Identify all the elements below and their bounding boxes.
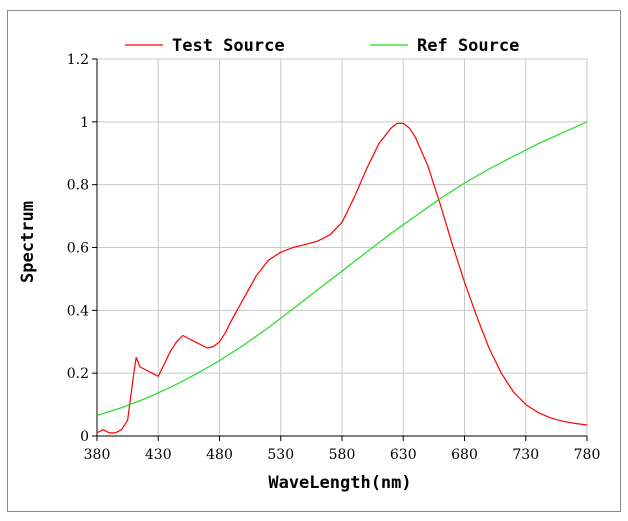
series-line-0 <box>96 122 588 434</box>
x-tick-label: 430 <box>145 447 172 463</box>
x-tick-label: 580 <box>329 447 356 463</box>
x-tick-label: 380 <box>84 447 111 463</box>
y-axis-label: Spectrum <box>18 201 38 283</box>
chart-frame <box>7 10 621 512</box>
x-tick-label: 530 <box>267 447 294 463</box>
grid <box>97 58 588 436</box>
axes <box>92 58 588 441</box>
y-tick-label: 0.2 <box>67 366 89 382</box>
x-tick-label: 780 <box>574 447 601 463</box>
legend-label-0: Test Source <box>172 36 285 56</box>
x-axis-label: WaveLength(nm) <box>268 473 411 493</box>
x-tick-labels: 380 430 480 530 580 630 680 730 780 <box>84 447 601 463</box>
plot-lines <box>96 121 588 434</box>
series-line-1 <box>96 121 588 417</box>
x-tick-label: 730 <box>512 447 539 463</box>
y-tick-labels: 0 0.2 0.4 0.6 0.8 1 1.2 <box>67 52 89 445</box>
y-tick-label: 1.2 <box>67 52 89 68</box>
y-tick-label: 0.8 <box>67 178 89 194</box>
x-tick-label: 630 <box>390 447 417 463</box>
y-tick-label: 1 <box>80 115 89 131</box>
y-tick-label: 0 <box>80 429 89 445</box>
y-tick-label: 0.6 <box>67 241 89 257</box>
x-tick-label: 480 <box>206 447 233 463</box>
legend-label-1: Ref Source <box>417 36 519 56</box>
legend: Test Source Ref Source <box>125 36 519 56</box>
y-tick-label: 0.4 <box>67 303 89 319</box>
x-tick-label: 680 <box>451 447 478 463</box>
